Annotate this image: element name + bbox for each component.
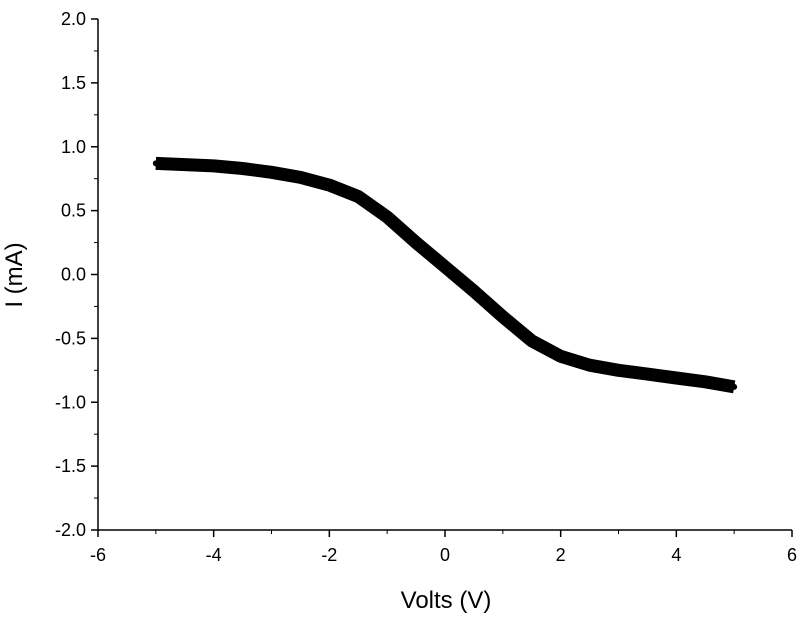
x-tick-label: 2 [556, 545, 566, 565]
y-tick-label: 0.0 [61, 265, 86, 285]
data-point [326, 182, 333, 189]
y-tick-label: 1.5 [61, 73, 86, 93]
x-tick-label: -4 [206, 545, 222, 565]
data-point [442, 263, 448, 270]
data-point [673, 374, 680, 381]
data-point [528, 337, 535, 344]
data-point [413, 239, 420, 246]
x-axis-label: Volts (V) [401, 587, 492, 614]
y-tick-label: 0.5 [61, 201, 86, 221]
data-point [355, 193, 362, 200]
axes: -6 -4 -2 0 2 4 6 -2.0 -1.5 -1.0 -0.5 0.0 0.5 1.0 1.5 2.… [55, 9, 797, 565]
series-layer [152, 156, 738, 394]
data-point [384, 214, 391, 221]
y-tick-label: -0.5 [55, 328, 86, 348]
y-tick-label: 1.0 [61, 137, 86, 157]
data-point [731, 383, 738, 390]
y-tick-label: -1.0 [55, 392, 86, 412]
data-point [586, 362, 593, 369]
series-line [155, 156, 736, 394]
data-point [702, 378, 709, 385]
data-point [152, 160, 159, 167]
data-point [239, 165, 246, 172]
y-tick-label: -2.0 [55, 520, 86, 540]
x-tick-label: -6 [90, 545, 106, 565]
data-point [499, 313, 506, 320]
data-point [268, 169, 275, 176]
data-point [644, 371, 651, 378]
data-point [210, 162, 217, 169]
y-tick-label: -1.5 [55, 456, 86, 476]
data-point [615, 367, 622, 374]
data-point [470, 288, 477, 295]
y-tick-label: 2.0 [61, 9, 86, 29]
x-tick-label: -2 [321, 545, 337, 565]
data-point [297, 174, 304, 181]
x-tick-label: 0 [440, 545, 450, 565]
data-point [181, 161, 188, 168]
x-tick-label: 6 [787, 545, 797, 565]
data-point [557, 353, 564, 360]
x-tick-label: 4 [671, 545, 681, 565]
y-axis-label: I (mA) [1, 242, 28, 307]
